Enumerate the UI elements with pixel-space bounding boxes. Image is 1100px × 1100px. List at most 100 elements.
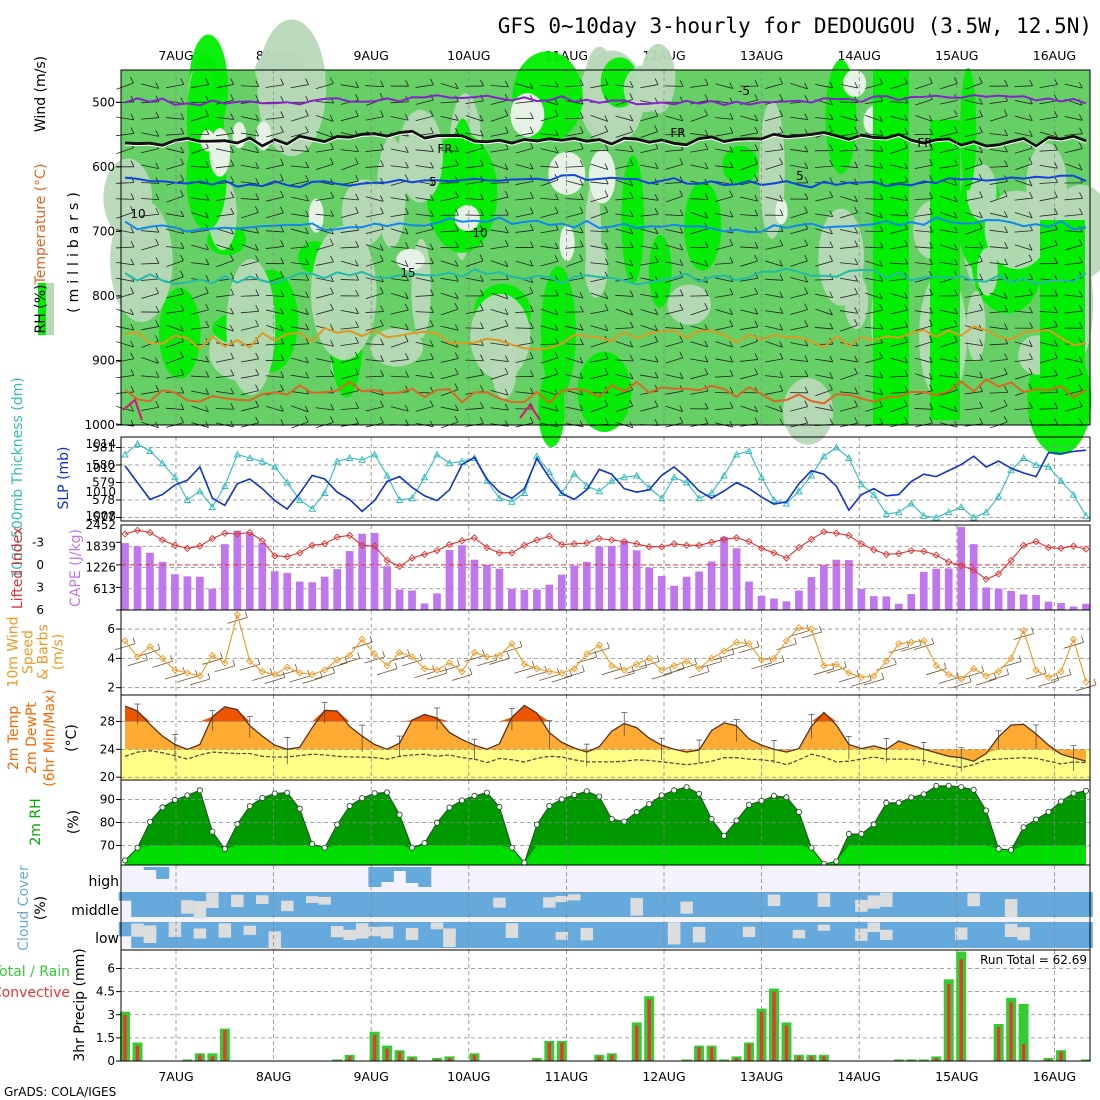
wind-barb (490, 373, 509, 380)
wind-barb (540, 325, 559, 331)
cloud-cell-middle (830, 892, 844, 917)
wind-barb (115, 182, 135, 184)
pressure-tick-label: 600 (92, 160, 115, 174)
cape-bar (632, 550, 641, 610)
cloud-gap (256, 895, 269, 905)
wind-barb (480, 193, 484, 201)
wind-barb (1064, 163, 1083, 171)
wind-barb (839, 391, 858, 394)
wind-barb (1014, 179, 1033, 187)
wind-barb (604, 304, 609, 311)
wind-barb-10m (838, 675, 859, 683)
wind-barb-10m (688, 671, 710, 679)
cape-bar (445, 550, 454, 610)
wind-barb (215, 197, 234, 202)
wind-barb-10m (664, 668, 685, 676)
rh-region (722, 145, 759, 185)
wind-barb (290, 391, 309, 395)
wind-barb (1003, 189, 1008, 197)
thickness-marker (957, 503, 965, 510)
wind-barb (579, 226, 584, 234)
wind-barb (1079, 418, 1083, 425)
cape-bar (1032, 595, 1040, 610)
wind-barb-10m (938, 677, 959, 684)
cape-tick-label: 1839 (85, 539, 116, 553)
wind-barb (815, 389, 833, 397)
wind-barb (280, 158, 284, 165)
cloud-gap (380, 926, 394, 939)
wind-barb (340, 84, 359, 88)
wind-barb (415, 244, 434, 251)
wind-barb (115, 198, 135, 200)
wind-barb (340, 407, 359, 410)
wind-barb (740, 196, 758, 202)
wind-barb (429, 340, 434, 347)
wind-barb (365, 292, 384, 299)
wind-barb (540, 148, 559, 154)
wind-barb (340, 229, 359, 233)
wind-barb (116, 82, 134, 90)
wind-barb (629, 354, 634, 362)
wind-barb (141, 148, 159, 154)
wind-speed-marker (945, 670, 953, 679)
temp-contour-freezing-inner (124, 132, 1087, 149)
cloud-cell-middle (692, 892, 706, 917)
wind-barb (814, 293, 833, 299)
wind-speed-marker (1057, 667, 1065, 676)
wind-barb (690, 133, 709, 137)
rh2m-marker (558, 796, 565, 803)
wind-barb (529, 336, 534, 343)
wind-barb (590, 150, 609, 152)
wind-barb (754, 144, 759, 151)
wind-barb (1053, 130, 1058, 138)
wind-barb (440, 389, 459, 397)
wind-barb (354, 157, 359, 164)
wind-barb (1078, 81, 1083, 89)
wind-barb (979, 191, 983, 198)
rh-region (226, 258, 276, 396)
wind-barb-10m (145, 653, 148, 661)
wind-barb-10m (856, 669, 860, 677)
thickness-marker (969, 513, 978, 521)
wind-barb (989, 229, 1008, 233)
wind-barb (879, 400, 883, 407)
wind-barb (829, 98, 833, 106)
wind-barb (415, 165, 434, 169)
wind-barb (355, 240, 359, 248)
wind-barb (889, 164, 908, 170)
wind-barb (255, 289, 260, 296)
thickness-marker (420, 473, 429, 481)
wind-barb (1028, 340, 1033, 347)
wind-tick-label: 2 (107, 681, 115, 695)
wind-tick-label: 4 (107, 651, 115, 665)
wind-speed-marker (857, 673, 865, 682)
lifted-index-marker (158, 536, 167, 544)
wind-barb (280, 405, 284, 412)
wind-barb (540, 343, 559, 346)
cloud-gap (318, 896, 331, 905)
wind-barb (480, 209, 484, 216)
wind-barb (1004, 305, 1008, 312)
wind-barb-10m (139, 649, 161, 657)
rh-region (110, 199, 173, 323)
wind-barb (790, 342, 808, 347)
wind-barb (754, 157, 758, 164)
wind-barb (765, 325, 783, 331)
wind-barb (140, 117, 159, 120)
cape-bar (869, 596, 878, 610)
wind-barb (190, 390, 209, 395)
wind-barb (266, 324, 284, 332)
rh2m-marker (1070, 790, 1077, 797)
wind-barb (804, 95, 809, 102)
wind-barb (290, 293, 309, 298)
rh2m-marker (883, 799, 890, 807)
precip-conv-bar (1046, 1059, 1051, 1061)
wind-barb (315, 228, 334, 235)
thickness-marker (358, 455, 366, 463)
wind-barb-10m (1013, 633, 1034, 640)
wind-barb-10m (1093, 678, 1097, 685)
lifted-index-marker (121, 530, 129, 538)
wind-barb (740, 359, 759, 362)
wind-barb (380, 416, 384, 424)
wind-barb-10m (794, 637, 797, 644)
